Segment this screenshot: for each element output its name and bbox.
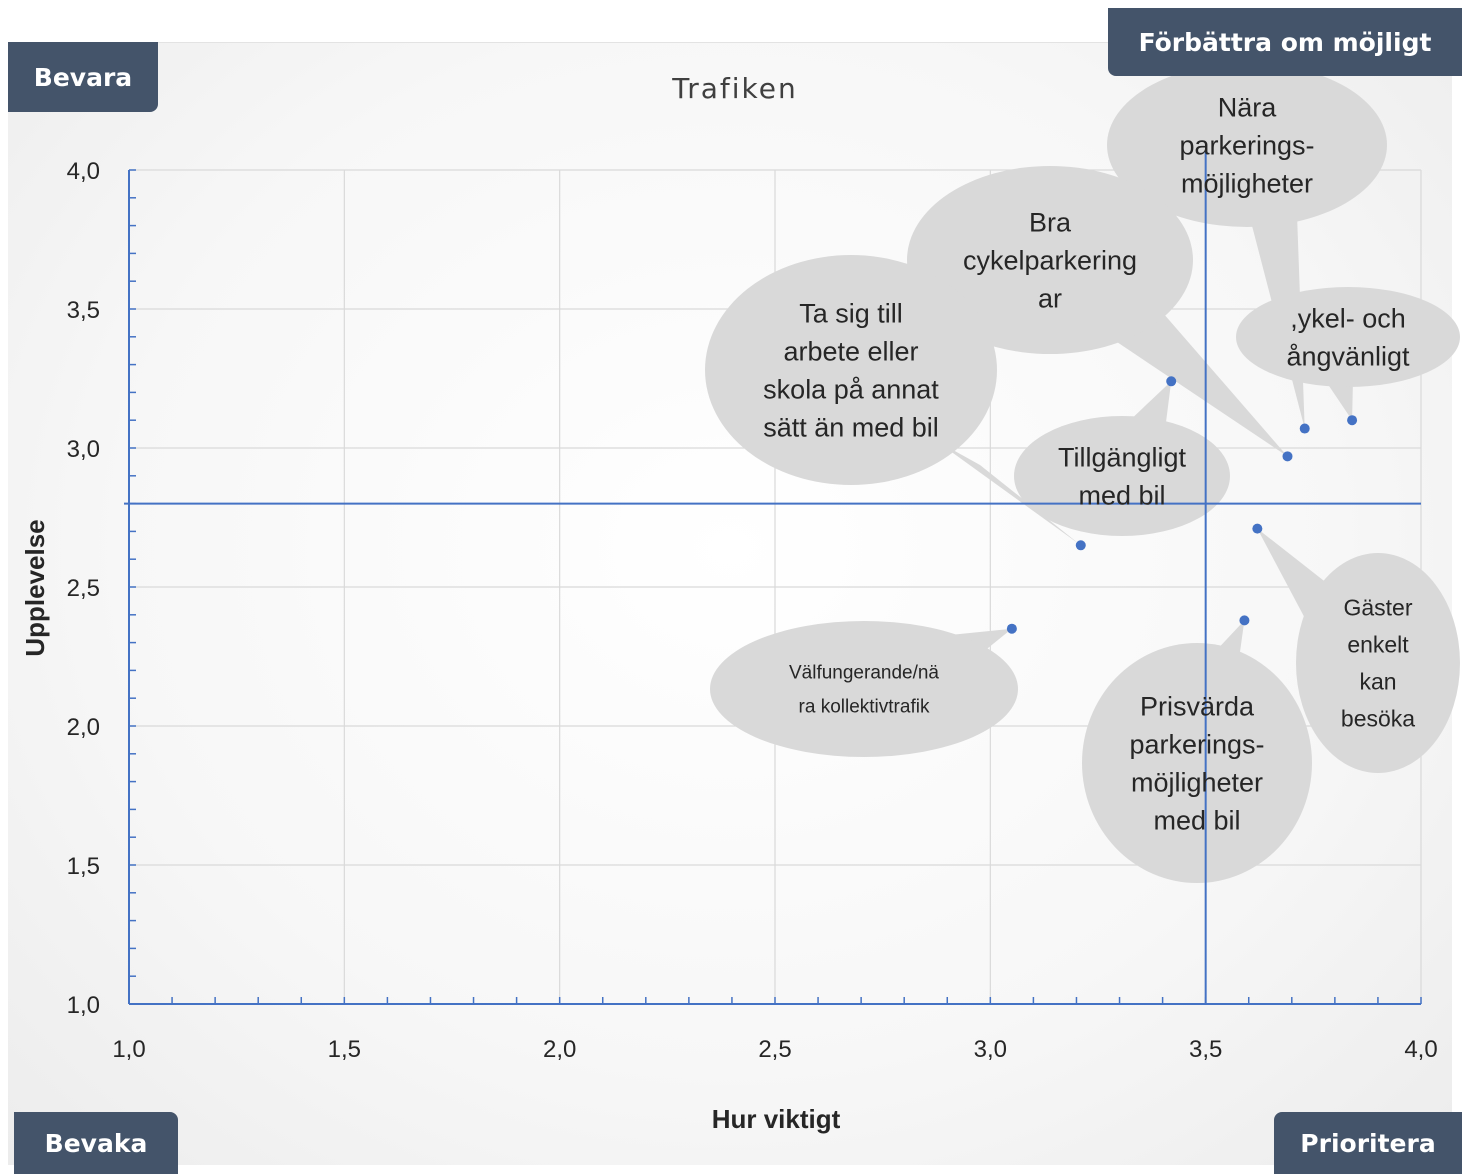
y-tick-label: 4,0 bbox=[67, 158, 100, 185]
point-label: Gäster bbox=[1343, 595, 1412, 621]
point-label: med bil bbox=[1078, 480, 1165, 510]
x-axis-label: Hur viktigt bbox=[712, 1104, 841, 1134]
callout-tail bbox=[1114, 313, 1288, 457]
y-tick-label: 2,0 bbox=[67, 714, 100, 741]
x-tick-label: 3,0 bbox=[974, 1036, 1007, 1063]
y-tick-label: 1,5 bbox=[67, 853, 100, 880]
callout-labels: ,ykel- och ångvänligt Nära parkerings-möjli… bbox=[763, 92, 1415, 835]
callout-bubble bbox=[1257, 528, 1460, 773]
callout-bubbles bbox=[705, 63, 1460, 883]
callout-ellipse bbox=[1107, 63, 1387, 227]
y-tick-label: 3,5 bbox=[67, 297, 100, 324]
callout-bubble bbox=[1082, 620, 1312, 883]
tick-labels: 1,0 1,5 2,0 2,5 3,0 3,5 4,0 1,0 1,5 2,0 2,5 3,0 3,5 4… bbox=[67, 158, 1438, 1063]
point-label: Nära bbox=[1218, 92, 1278, 122]
point-label: cykelparkering bbox=[963, 245, 1137, 275]
callout-ellipse bbox=[710, 621, 1018, 757]
point-label: Ta sig till bbox=[799, 298, 903, 328]
point-label: ra kollektivtrafik bbox=[799, 697, 930, 718]
callout-ellipse bbox=[1082, 643, 1312, 883]
callout-bubble bbox=[1014, 381, 1230, 536]
point-label: ar bbox=[1038, 283, 1062, 313]
data-point bbox=[1075, 540, 1086, 551]
callout-ellipse bbox=[1236, 287, 1460, 387]
data-point bbox=[1299, 423, 1310, 434]
point-label: Bra bbox=[1029, 207, 1072, 237]
callout-ellipse bbox=[1296, 553, 1460, 773]
point-label: med bil bbox=[1153, 805, 1240, 835]
point-label: enkelt bbox=[1347, 632, 1409, 658]
reference-lines bbox=[124, 150, 1421, 1004]
callout-tail bbox=[1323, 377, 1353, 421]
quadrant-label-forbattra: Förbättra om möjligt bbox=[1108, 8, 1462, 76]
data-point bbox=[1239, 615, 1250, 626]
x-tick-label: 2,5 bbox=[758, 1036, 791, 1063]
x-tick-label: 2,0 bbox=[543, 1036, 576, 1063]
data-point bbox=[1282, 451, 1293, 462]
point-label: Välfungerande/nä bbox=[789, 663, 939, 684]
point-label: Tillgängligt bbox=[1058, 442, 1187, 472]
x-tick-label: 1,0 bbox=[112, 1036, 145, 1063]
point-label: arbete eller bbox=[783, 336, 918, 366]
point-label: ,ykel- och bbox=[1290, 303, 1406, 333]
x-tick-label: 3,5 bbox=[1189, 1036, 1222, 1063]
y-tick-label: 2,5 bbox=[67, 575, 100, 602]
point-label: sätt än med bil bbox=[763, 412, 939, 442]
callout-bubble bbox=[1107, 63, 1387, 429]
point-label: besöka bbox=[1341, 706, 1415, 732]
callout-tail bbox=[935, 440, 1081, 546]
y-tick-label: 3,0 bbox=[67, 436, 100, 463]
callout-ellipse bbox=[907, 166, 1193, 354]
data-points bbox=[1006, 376, 1358, 634]
point-label: parkerings- bbox=[1179, 130, 1314, 160]
y-axis-label: Upplevelse bbox=[20, 519, 50, 656]
point-label: möjligheter bbox=[1181, 168, 1313, 198]
x-tick-label: 4,0 bbox=[1404, 1036, 1437, 1063]
data-point bbox=[1006, 623, 1017, 634]
callout-tail bbox=[1250, 214, 1305, 429]
data-point bbox=[1166, 376, 1177, 387]
point-label: kan bbox=[1359, 669, 1396, 695]
data-point bbox=[1347, 415, 1358, 426]
chart-area bbox=[8, 42, 1452, 1165]
callout-bubble bbox=[710, 621, 1018, 757]
chart-title: Trafiken bbox=[671, 72, 797, 105]
callout-bubble bbox=[705, 255, 1081, 546]
quadrant-label-prioritera: Prioritera bbox=[1274, 1112, 1462, 1174]
y-tick-label: 1,0 bbox=[67, 992, 100, 1019]
point-label: Prisvärda bbox=[1140, 691, 1255, 721]
point-label: skola på annat bbox=[763, 374, 939, 404]
callout-tail bbox=[1257, 528, 1328, 624]
x-tick-label: 1,5 bbox=[328, 1036, 361, 1063]
point-label: möjligheter bbox=[1131, 767, 1263, 797]
callout-ellipse bbox=[705, 255, 997, 485]
callout-ellipse bbox=[1014, 416, 1230, 536]
point-label: parkerings- bbox=[1129, 729, 1264, 759]
data-point bbox=[1252, 523, 1263, 534]
callout-bubble bbox=[907, 166, 1288, 457]
point-label: ångvänligt bbox=[1286, 341, 1410, 371]
quadrant-label-bevara: Bevara bbox=[8, 42, 158, 112]
quadrant-label-bevaka: Bevaka bbox=[14, 1112, 178, 1174]
